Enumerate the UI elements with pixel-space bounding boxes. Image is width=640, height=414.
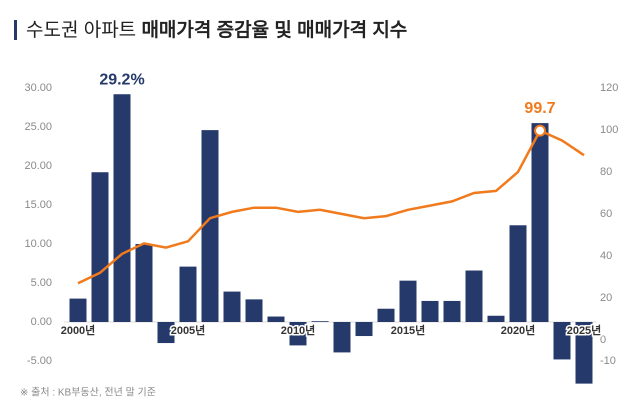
- x-tick-label: 2000년: [61, 323, 96, 337]
- chart-title: 수도권 아파트 매매가격 증감율 및 매매가격 지수: [26, 19, 407, 41]
- bar: [245, 299, 263, 322]
- y2-tick-label: 120: [600, 82, 618, 94]
- bar: [355, 322, 373, 337]
- bar: [487, 315, 505, 322]
- bar: [223, 291, 241, 322]
- bar: [421, 300, 439, 322]
- y-tick-label: 25.00: [24, 121, 52, 133]
- bar: [443, 300, 461, 322]
- x-tick-label: 2020년: [501, 323, 536, 337]
- y-tick-label: -5.00: [27, 355, 52, 367]
- bar: [157, 322, 175, 344]
- bar: [201, 130, 219, 322]
- bar: [553, 322, 571, 360]
- y-tick-label: 20.00: [24, 160, 52, 172]
- bar: [399, 280, 417, 322]
- x-tick-label: 2010년: [281, 323, 316, 337]
- y2-tick-label: 0: [600, 334, 606, 346]
- y-tick-label: 30.00: [24, 82, 52, 94]
- y-tick-label: 0.00: [31, 316, 52, 328]
- point-marker: [534, 124, 546, 137]
- y-tick-label: 5.00: [31, 277, 52, 289]
- bar: [135, 244, 153, 322]
- y2-tick-label: 80: [600, 166, 612, 178]
- y2-tick-label: 20: [600, 292, 612, 304]
- y-tick-label: 10.00: [24, 238, 52, 250]
- bar: [531, 123, 549, 322]
- y2-tick-label: -10: [600, 355, 616, 367]
- value-label: 29.2%: [99, 71, 144, 88]
- x-tick-label: 2015년: [391, 323, 426, 337]
- x-tick-label: 2005년: [171, 323, 206, 337]
- bar: [311, 321, 329, 322]
- line: [77, 129, 585, 285]
- y2-tick-label: 100: [600, 124, 618, 136]
- y-tick-label: 15.00: [24, 199, 52, 211]
- y2-tick-label: 40: [600, 250, 612, 262]
- bar: [267, 316, 285, 322]
- title-bold-text: 매매가격 증감율 및 매매가격 지수: [141, 19, 407, 41]
- x-tick-label: 2025년: [567, 323, 602, 337]
- bar: [575, 322, 593, 384]
- bar: [509, 225, 527, 322]
- bar: [377, 308, 395, 322]
- bar: [333, 322, 351, 353]
- bar: [465, 270, 483, 322]
- title-bar: [14, 20, 17, 40]
- bar: [179, 266, 197, 322]
- bar: [69, 298, 87, 322]
- bar: [113, 94, 131, 323]
- y2-tick-label: 60: [600, 208, 612, 220]
- value-label: 99.7: [524, 100, 555, 117]
- source-note: ※ 출처 : KB부동산, 전년 말 기준: [20, 387, 156, 399]
- bar: [289, 322, 307, 346]
- title-text: 수도권 아파트: [26, 19, 136, 41]
- bar: [91, 172, 109, 322]
